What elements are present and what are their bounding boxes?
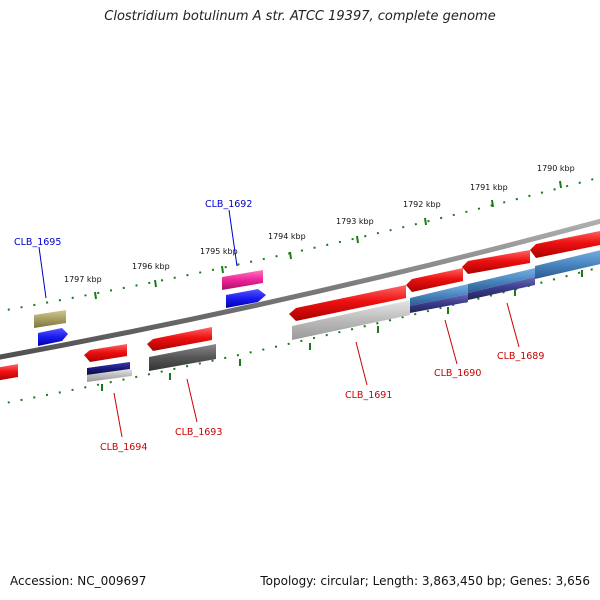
gene-magenta-block[interactable]: [222, 270, 263, 290]
gene-label-clb-1692[interactable]: CLB_1692: [205, 199, 252, 210]
gene-lightgrey-block[interactable]: [292, 300, 410, 340]
gene-clb-1694-arrow[interactable]: [84, 344, 127, 362]
tick-label: 1792 kbp: [403, 200, 441, 209]
gene-clb-1695-arrow[interactable]: [38, 328, 68, 346]
forward-genes: [34, 270, 266, 346]
tick-label: 1796 kbp: [132, 262, 170, 271]
accession-text: Accession: NC_009697: [10, 574, 147, 588]
gene-label-clb-1689[interactable]: CLB_1689: [497, 351, 544, 362]
tick-label: 1790 kbp: [537, 164, 575, 173]
gene-olive-block[interactable]: [34, 310, 66, 328]
tick-labels: 1797 kbp 1796 kbp 1795 kbp 1794 kbp 1793…: [64, 164, 575, 284]
reverse-genes: [0, 230, 600, 382]
tick-label: 1797 kbp: [64, 275, 102, 284]
genome-backbone: [0, 218, 600, 360]
tick-label: 1793 kbp: [336, 217, 374, 226]
map-title: Clostridium botulinum A str. ATCC 19397,…: [104, 9, 496, 24]
gene-label-clb-1694[interactable]: CLB_1694: [100, 442, 147, 453]
gene-label-clb-1695[interactable]: CLB_1695: [14, 237, 61, 248]
gene-clb-1693-arrow[interactable]: [147, 327, 212, 351]
gene-indigo-block-2[interactable]: [468, 277, 535, 300]
gene-label-clb-1691[interactable]: CLB_1691: [345, 390, 392, 401]
genome-summary-text: Topology: circular; Length: 3,863,450 bp…: [260, 574, 590, 588]
gene-clb-1689-arrow[interactable]: [462, 250, 530, 274]
gene-clb-1690-arrow[interactable]: [406, 268, 463, 292]
gene-labels: CLB_1695 CLB_1692 CLB_1694 CLB_1693 CLB_…: [14, 199, 544, 453]
gene-grey-block[interactable]: [87, 369, 132, 382]
tick-label: 1791 kbp: [470, 183, 508, 192]
major-ticks: [94, 180, 583, 391]
gene-steel-block-2[interactable]: [468, 268, 535, 293]
gene-darkgrey-block[interactable]: [149, 344, 216, 371]
tick-label: 1795 kbp: [200, 247, 238, 256]
gene-clb-1692-arrow[interactable]: [226, 289, 266, 308]
gene-label-clb-1693[interactable]: CLB_1693: [175, 427, 222, 438]
gene-edge-right-arrow[interactable]: [530, 230, 600, 258]
gene-edge-arrow[interactable]: [0, 364, 18, 381]
gene-label-clb-1690[interactable]: CLB_1690: [434, 368, 481, 379]
tick-label: 1794 kbp: [268, 232, 306, 241]
label-leaders: [38, 209, 520, 438]
gene-steel-block-3[interactable]: [535, 249, 600, 279]
gene-clb-1691-arrow[interactable]: [289, 285, 406, 321]
gene-steel-block-1[interactable]: [410, 284, 468, 306]
gene-indigo-block-1[interactable]: [410, 294, 468, 313]
gene-navy-block[interactable]: [87, 362, 130, 375]
